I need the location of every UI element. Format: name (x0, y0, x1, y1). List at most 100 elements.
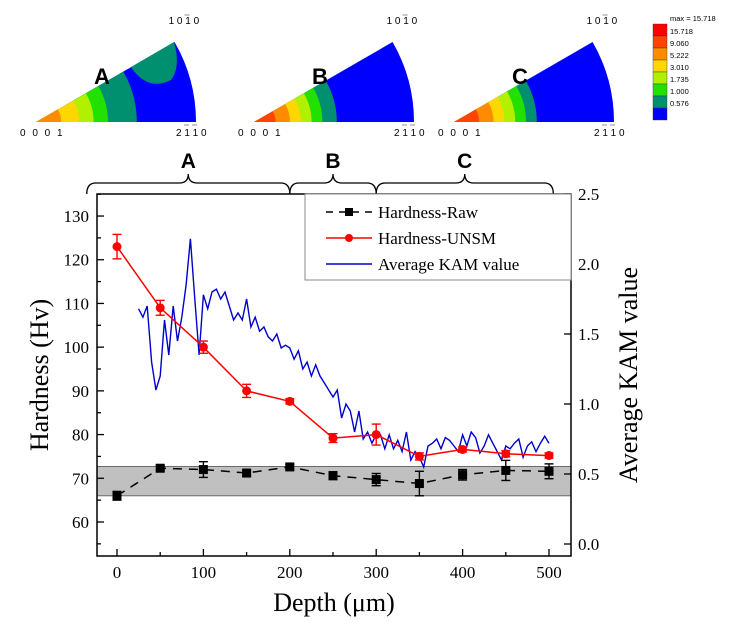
raw-point (198, 465, 208, 475)
unsm-point (458, 444, 468, 454)
x-tick-label: 200 (277, 563, 303, 582)
x-axis: 0 100 200 300 400 500 (113, 549, 562, 582)
y-tick-label: 70 (72, 469, 89, 488)
plot-area: 0 100 200 300 400 500 60 70 80 90 100 110 120 130 0.… (64, 185, 600, 582)
raw-point (371, 475, 381, 485)
raw-hardness-band (96, 465, 572, 497)
pole-figure-contour (131, 42, 177, 84)
region-brackets: A B C (86, 150, 554, 195)
colorbar-swatch (652, 23, 668, 37)
pole-figure-label: A (94, 64, 110, 89)
raw-point (544, 466, 554, 476)
region-bracket-label: C (457, 150, 472, 173)
y-axis-right: 0.0 0.5 1.0 1.5 2.0 2.5 (564, 185, 599, 554)
y2-axis-label: Average KAM value (614, 267, 643, 483)
unsm-point (198, 342, 208, 352)
y-axis-left: 60 70 80 90 100 110 120 130 (64, 193, 104, 545)
y-tick-label: 110 (64, 294, 89, 313)
colorbar-level-label: 0.576 (670, 99, 689, 108)
x-tick-label: 0 (113, 563, 122, 582)
y-tick-label: 80 (72, 426, 89, 445)
raw-point (155, 463, 165, 473)
pole-figure-contour (36, 109, 62, 122)
y-tick-label: 60 (72, 513, 89, 532)
x-tick-label: 400 (450, 563, 476, 582)
colorbar-swatch (652, 59, 668, 73)
legend-swatch-marker (345, 208, 353, 216)
raw-point (501, 465, 511, 475)
pole-figure: B 0 0 0 1 2 1 1 0 1 0 1 0 (238, 14, 425, 139)
pole-label-1010: 1 0 1 0 (387, 16, 418, 27)
unsm-point (414, 451, 424, 461)
x-tick-label: 500 (536, 563, 562, 582)
x-tick-label: 100 (191, 563, 217, 582)
unsm-point (285, 396, 295, 406)
colorbar-level-label: 1.000 (670, 87, 689, 96)
colorbar-level-label: 1.735 (670, 75, 689, 84)
pole-figure: A 0 0 0 1 2 1 1 0 1 0 1 0 (20, 14, 207, 139)
pole-label-0001: 0 0 0 1 (438, 128, 483, 139)
colorbar-legend: max = 15.718 15.718 9.060 5.222 3.010 1.735 1… (652, 14, 716, 121)
pole-label-0001: 0 0 0 1 (20, 128, 65, 139)
y2-tick-label: 1.0 (578, 395, 599, 414)
colorbar-swatch (652, 107, 668, 121)
y-tick-label: 90 (72, 382, 89, 401)
pole-figure-label: C (512, 64, 528, 89)
pole-figure-label: B (312, 64, 328, 89)
x-axis-label: Depth (μm) (273, 588, 395, 617)
region-bracket-label: A (181, 150, 196, 173)
series-hardness-unsm (112, 233, 554, 461)
y-tick-label: 120 (64, 251, 90, 270)
region-bracket (86, 173, 291, 195)
raw-point (112, 491, 122, 501)
colorbar-swatch (652, 71, 668, 85)
pole-label-2110: 2 1 1 0 (594, 128, 625, 139)
y2-tick-label: 1.5 (578, 325, 599, 344)
raw-point (242, 468, 252, 478)
raw-point (458, 470, 468, 480)
unsm-point (242, 386, 252, 396)
raw-point (414, 479, 424, 489)
series-hardness-raw (112, 459, 554, 501)
pole-label-1010: 1 0 1 0 (169, 16, 200, 27)
colorbar-swatch (652, 83, 668, 97)
colorbar-level-label: 15.718 (670, 27, 693, 36)
y-tick-label: 130 (64, 207, 90, 226)
pole-label-1010: 1 0 1 0 (587, 16, 618, 27)
y-axis-label: Hardness (Hv) (25, 299, 54, 451)
colorbar-swatch (652, 47, 668, 61)
unsm-point (501, 449, 511, 459)
pole-figure: C 0 0 0 1 2 1 1 0 1 0 1 0 (438, 14, 625, 139)
legend-swatch-marker (345, 234, 353, 242)
pole-figure-contour (454, 109, 480, 122)
pole-label-2110: 2 1 1 0 (176, 128, 207, 139)
pole-label-2110: 2 1 1 0 (394, 128, 425, 139)
legend-label: Hardness-UNSM (378, 229, 496, 248)
y-tick-label: 100 (64, 338, 90, 357)
y2-tick-label: 0.5 (578, 465, 599, 484)
colorbar-level-label: 3.010 (670, 63, 689, 72)
raw-point (285, 462, 295, 472)
unsm-point (155, 303, 165, 313)
unsm-point (371, 430, 381, 440)
legend-label: Average KAM value (378, 255, 519, 274)
unsm-point (112, 242, 122, 252)
y2-tick-label: 2.5 (578, 185, 599, 204)
colorbar-swatch (652, 35, 668, 49)
pole-figure-insets: A 0 0 0 1 2 1 1 0 1 0 1 0 B 0 0 0 1 2 1 1 0 1 0… (20, 14, 625, 139)
y2-tick-label: 2.0 (578, 255, 599, 274)
region-bracket (375, 173, 554, 195)
colorbar-level-label: 9.060 (670, 39, 689, 48)
colorbar-swatch (652, 95, 668, 109)
pole-figure-contour (254, 111, 276, 122)
x-tick-label: 300 (363, 563, 389, 582)
y2-tick-label: 0.0 (578, 535, 599, 554)
legend-label: Hardness-Raw (378, 203, 479, 222)
raw-point (328, 471, 338, 481)
colorbar-level-label: 5.222 (670, 51, 689, 60)
legend: Hardness-Raw Hardness-UNSM Average KAM val… (304, 193, 572, 281)
region-bracket-label: B (325, 150, 340, 173)
unsm-point (328, 433, 338, 443)
pole-label-0001: 0 0 0 1 (238, 128, 283, 139)
